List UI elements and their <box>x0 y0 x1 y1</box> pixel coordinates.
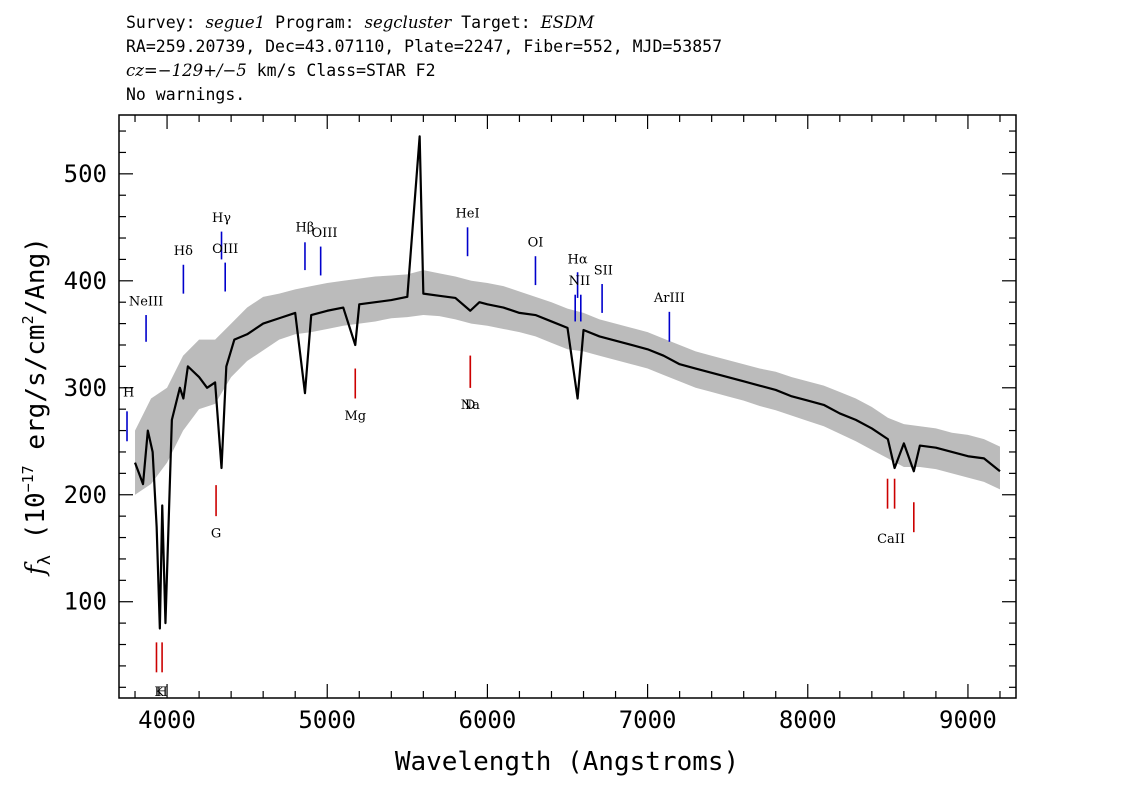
emission-line-label: NeIII <box>129 294 163 309</box>
header-line-1: Survey: segue1 Program: segcluster Targe… <box>126 13 595 32</box>
x-axis-label: Wavelength (Angstroms) <box>395 747 739 777</box>
absorption-line-label: Na <box>461 398 480 413</box>
header-line-3: cz=−129+/−5 km/s Class=STAR F2 <box>126 61 436 80</box>
absorption-line-label: G <box>211 527 221 542</box>
plot-frame <box>118 114 1017 699</box>
emission-line-label: SII <box>594 263 613 278</box>
emission-line-label: Hδ <box>174 244 193 259</box>
y-tick-label: 100 <box>64 588 107 616</box>
absorption-line-label: CaII <box>877 532 905 547</box>
axis-ticks: 4000 5000 6000 7000 8000 9000 100 200 300 400 500 <box>64 115 1016 734</box>
x-tick-label: 9000 <box>939 706 997 734</box>
x-tick-label: 8000 <box>779 706 837 734</box>
emission-line-label: OIII <box>311 226 337 241</box>
flux-series <box>133 135 1001 630</box>
absorption-line-label: K <box>154 685 164 700</box>
absorption-line-label: Mg <box>344 409 366 424</box>
emission-line-label: OIII <box>212 242 238 257</box>
header-block: Survey: segue1 Program: segcluster Targe… <box>126 13 722 104</box>
x-tick-label: 7000 <box>619 706 677 734</box>
header-line-2: RA=259.20739, Dec=43.07110, Plate=2247, … <box>126 37 722 56</box>
y-tick-label: 200 <box>64 481 107 509</box>
error-band <box>135 270 1000 495</box>
spectral-line-markers: HNeIIIHδHγOIIIHβOIIIHeIOINIIHαSIIArIIIKH… <box>123 207 915 700</box>
flux-line <box>133 135 1001 630</box>
emission-line-label: HeI <box>455 207 479 222</box>
y-tick-label: 500 <box>64 160 107 188</box>
absorption-line-label: D <box>465 398 475 413</box>
x-tick-label: 5000 <box>298 706 356 734</box>
absorption-line-label: H <box>156 685 167 700</box>
emission-line-label: ArIII <box>653 291 685 306</box>
emission-line-label: OI <box>528 236 544 251</box>
error-band-area <box>135 270 1000 495</box>
emission-line-label: Hα <box>568 253 588 268</box>
emission-line-label: NII <box>569 274 591 289</box>
header-line-4: No warnings. <box>126 85 245 104</box>
emission-line-label: Hβ <box>296 221 315 236</box>
y-tick-label: 300 <box>64 374 107 402</box>
emission-line-label: Hγ <box>212 211 231 226</box>
y-tick-label: 400 <box>64 267 107 295</box>
x-tick-label: 4000 <box>138 706 196 734</box>
x-tick-label: 6000 <box>459 706 517 734</box>
y-axis-label: fλ (10−17 erg/s/cm2/Ang) <box>19 237 55 577</box>
emission-line-label: H <box>123 385 134 400</box>
